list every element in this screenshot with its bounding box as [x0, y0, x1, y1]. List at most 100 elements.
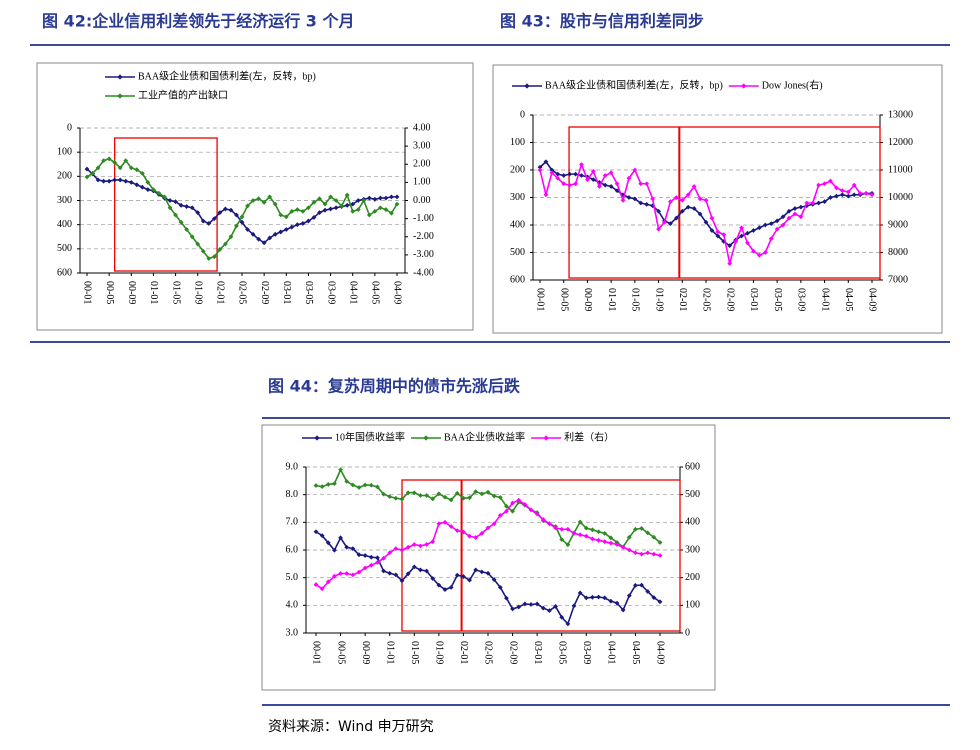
point-marker: [319, 533, 325, 539]
point-marker: [333, 205, 339, 211]
point-marker: [333, 198, 339, 203]
x-tick-label: 00-01: [311, 641, 322, 664]
point-marker: [123, 178, 129, 184]
point-marker: [162, 194, 167, 200]
point-marker: [300, 208, 306, 214]
point-marker: [90, 170, 95, 176]
point-marker: [491, 521, 497, 527]
point-marker: [387, 550, 393, 556]
point-marker: [195, 210, 201, 215]
point-marker: [461, 574, 466, 579]
point-marker: [375, 560, 380, 565]
y2-tick-label: 100: [685, 600, 700, 611]
point-marker: [715, 233, 721, 239]
y-tick-label: 400: [57, 219, 72, 230]
point-marker: [547, 521, 552, 527]
point-marker: [540, 605, 546, 611]
y2-tick-label: 4.00: [413, 122, 431, 133]
point-marker: [497, 495, 503, 500]
x-tick-label: 03-01: [532, 641, 543, 664]
point-marker: [356, 552, 362, 558]
point-marker: [638, 200, 644, 206]
point-marker: [339, 203, 345, 209]
point-marker: [387, 494, 393, 500]
y2-tick-label: 8000: [888, 247, 908, 258]
point-marker: [516, 604, 522, 610]
legend-marker: [117, 74, 123, 80]
point-marker: [289, 224, 295, 230]
point-marker: [510, 508, 515, 514]
point-marker: [473, 567, 479, 573]
x-tick-label: 02-01: [677, 288, 688, 311]
x-tick-label: 03-09: [796, 288, 807, 311]
point-marker: [436, 521, 442, 527]
point-marker: [479, 569, 485, 575]
legend-label: BAA企业债收益率: [444, 430, 525, 443]
point-marker: [703, 219, 709, 225]
point-marker: [95, 177, 101, 183]
y2-tick-label: 10000: [888, 192, 913, 203]
point-marker: [485, 570, 491, 576]
source-note: 资料来源：Wind 申万研究: [268, 719, 434, 735]
point-marker: [697, 211, 703, 217]
point-marker: [418, 493, 423, 498]
point-marker: [721, 232, 727, 238]
point-marker: [139, 184, 145, 190]
point-marker: [673, 195, 679, 200]
x-tick-label: 00-01: [82, 281, 93, 304]
point-marker: [645, 550, 651, 556]
point-marker: [567, 171, 573, 177]
point-marker: [657, 540, 663, 545]
chart-frame: [492, 64, 943, 334]
point-marker: [703, 197, 709, 203]
point-marker: [383, 207, 389, 212]
point-marker: [608, 184, 614, 189]
x-tick-label: 01-05: [630, 288, 641, 311]
point-marker: [828, 195, 833, 200]
x-tick-label: 02-01: [215, 281, 226, 304]
point-marker: [733, 239, 739, 244]
point-marker: [504, 508, 509, 514]
point-marker: [497, 513, 503, 518]
point-marker: [317, 210, 322, 215]
y-tick-label: 3.0: [286, 627, 299, 638]
point-marker: [393, 572, 399, 578]
point-marker: [461, 529, 466, 535]
y-tick-label: 100: [57, 146, 72, 157]
point-marker: [691, 184, 697, 189]
point-marker: [245, 203, 250, 209]
point-marker: [774, 218, 780, 224]
point-marker: [311, 215, 317, 220]
point-marker: [857, 190, 863, 196]
point-marker: [442, 587, 448, 592]
point-marker: [602, 173, 608, 178]
legend-label: BAA级企业债和国债利差(左，反转，bp): [138, 69, 316, 82]
point-marker: [822, 199, 827, 205]
point-marker: [762, 222, 768, 228]
y2-tick-label: 11000: [888, 164, 913, 175]
point-marker: [668, 221, 673, 227]
point-marker: [798, 204, 804, 210]
legend-label: 10年国债收益率: [335, 430, 405, 443]
point-marker: [596, 184, 602, 189]
point-marker: [350, 482, 356, 488]
y-tick-label: 0: [520, 109, 525, 120]
point-marker: [497, 584, 503, 590]
point-marker: [313, 582, 319, 587]
point-marker: [283, 227, 289, 232]
point-marker: [245, 227, 250, 232]
point-marker: [756, 252, 762, 258]
point-marker: [608, 535, 614, 541]
point-marker: [768, 221, 774, 227]
point-marker: [234, 212, 239, 218]
point-marker: [491, 493, 497, 499]
point-marker: [256, 196, 262, 202]
point-marker: [217, 210, 223, 215]
point-marker: [350, 546, 356, 552]
point-marker: [344, 544, 350, 550]
point-marker: [267, 235, 273, 241]
point-marker: [485, 489, 491, 495]
point-marker: [430, 539, 436, 545]
point-marker: [583, 533, 589, 539]
